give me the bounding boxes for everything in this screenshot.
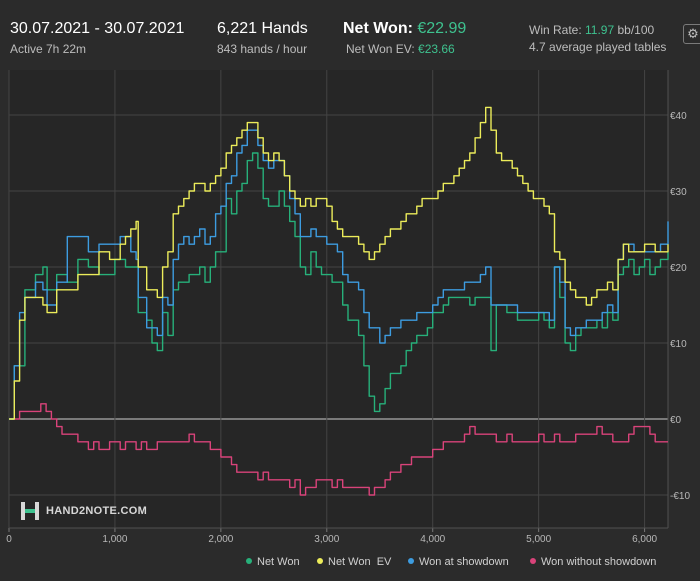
legend-label: Net Won EV <box>328 556 392 568</box>
legend-item-net-won[interactable]: Net Won <box>246 556 300 568</box>
axis-labels: -€10 €0 €10 €20 €30 €40 0 1,000 2,000 3,000 4,000 5… <box>6 111 690 545</box>
hands-per-hour: 843 hands / hour <box>217 42 308 56</box>
y-tick-label: €10 <box>670 339 687 350</box>
active-time: Active 7h 22m <box>10 42 87 56</box>
hands-count: 6,221 Hands <box>217 20 308 37</box>
series-line-won-without-showdown <box>9 403 668 496</box>
net-won: Net Won: €22.99 <box>343 20 466 38</box>
legend-marker <box>408 558 414 565</box>
watermark: HAND2NOTE.COM <box>20 500 147 522</box>
legend-label: Net Won <box>257 556 300 568</box>
win-rate-label: Win Rate: <box>529 23 586 37</box>
win-rate-value: 11.97 <box>585 23 615 37</box>
x-tick-label: 2,000 <box>208 534 233 545</box>
y-tick-label: -€10 <box>670 491 690 502</box>
legend-item-won-at-showdown[interactable]: Won at showdown <box>408 556 509 568</box>
stats-header: 30.07.2021 - 30.07.2021 Active 7h 22m 6,… <box>0 0 700 70</box>
legend-label: Won without showdown <box>541 556 657 568</box>
x-tick-label: 5,000 <box>526 534 551 545</box>
win-rate: Win Rate: 11.97 bb/100 <box>529 23 654 37</box>
net-won-ev-label: Net Won EV: <box>346 42 419 56</box>
y-tick-label: €20 <box>670 263 687 274</box>
hand2note-logo-icon <box>21 502 39 520</box>
net-won-value: €22.99 <box>417 20 467 37</box>
legend-marker <box>246 558 252 565</box>
legend-label: Won at showdown <box>419 556 509 568</box>
x-tick-label: 6,000 <box>632 534 657 545</box>
y-tick-label: €40 <box>670 111 687 122</box>
x-tick-label: 3,000 <box>314 534 339 545</box>
legend-marker <box>317 558 323 565</box>
grid-lines <box>8 70 669 532</box>
plot-area <box>9 70 668 528</box>
x-tick-label: 0 <box>6 534 12 545</box>
win-rate-unit: bb/100 <box>614 23 655 37</box>
avg-tables: 4.7 average played tables <box>529 40 667 54</box>
legend-item-won-without-showdown[interactable]: Won without showdown <box>530 556 656 568</box>
legend-marker <box>530 558 536 565</box>
legend-item-net-won-ev[interactable]: Net Won EV <box>317 556 391 568</box>
x-tick-label: 1,000 <box>102 534 127 545</box>
series-line-won-at-showdown <box>9 129 669 420</box>
x-tick-label: 4,000 <box>420 534 445 545</box>
series-line-net-won <box>9 152 669 420</box>
gear-icon[interactable]: ⚙ <box>683 24 700 44</box>
net-won-label: Net Won: <box>343 20 418 37</box>
series-lines <box>9 106 669 496</box>
y-tick-label: €0 <box>670 415 682 426</box>
watermark-text: HAND2NOTE.COM <box>46 505 148 517</box>
net-won-ev: Net Won EV: €23.66 <box>346 42 455 56</box>
series-line-net-won-ev <box>9 106 669 420</box>
date-range: 30.07.2021 - 30.07.2021 <box>10 20 185 37</box>
y-tick-label: €30 <box>670 187 687 198</box>
chart-legend: Net Won Net Won EV Won at showdown Won w… <box>0 556 680 576</box>
net-won-ev-value: €23.66 <box>418 42 455 56</box>
